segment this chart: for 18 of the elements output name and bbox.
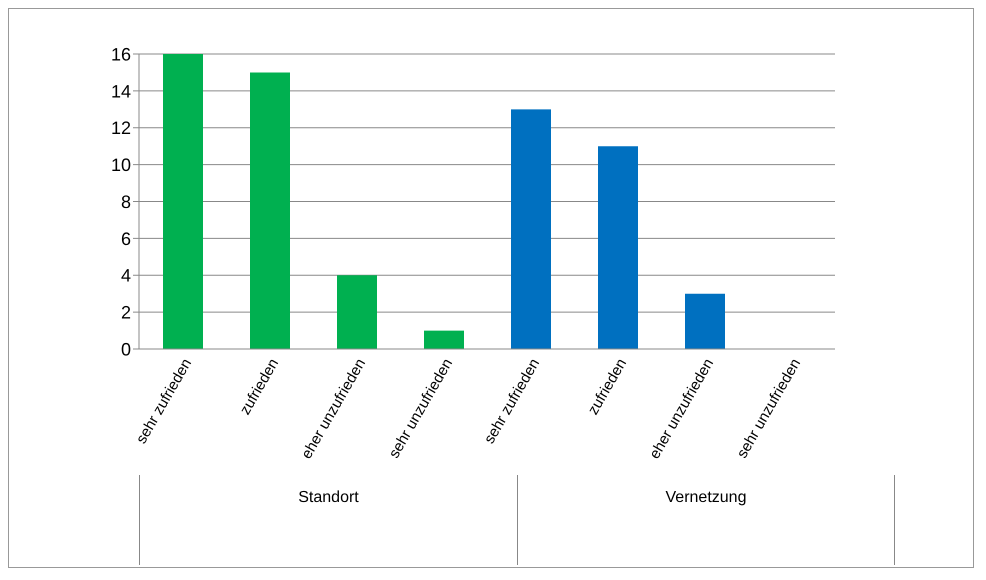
y-tick-label: 6 bbox=[120, 228, 131, 249]
bar bbox=[337, 275, 377, 349]
bar bbox=[250, 72, 290, 349]
y-tick-label: 4 bbox=[120, 266, 131, 286]
bar bbox=[163, 54, 203, 349]
y-tick-label: 8 bbox=[120, 192, 131, 212]
y-tick-label: 2 bbox=[120, 302, 131, 323]
y-tick-label: 0 bbox=[120, 339, 131, 360]
bar bbox=[685, 294, 725, 349]
bar bbox=[598, 146, 638, 349]
text: Vernetzung bbox=[517, 475, 895, 565]
text: Standort bbox=[139, 475, 517, 565]
y-tick-label: 14 bbox=[110, 81, 131, 102]
bar bbox=[511, 109, 551, 349]
y-tick-label: 16 bbox=[110, 44, 131, 64]
y-tick-label: 10 bbox=[110, 155, 131, 176]
y-tick-label: 12 bbox=[110, 118, 131, 138]
bar bbox=[424, 330, 464, 349]
